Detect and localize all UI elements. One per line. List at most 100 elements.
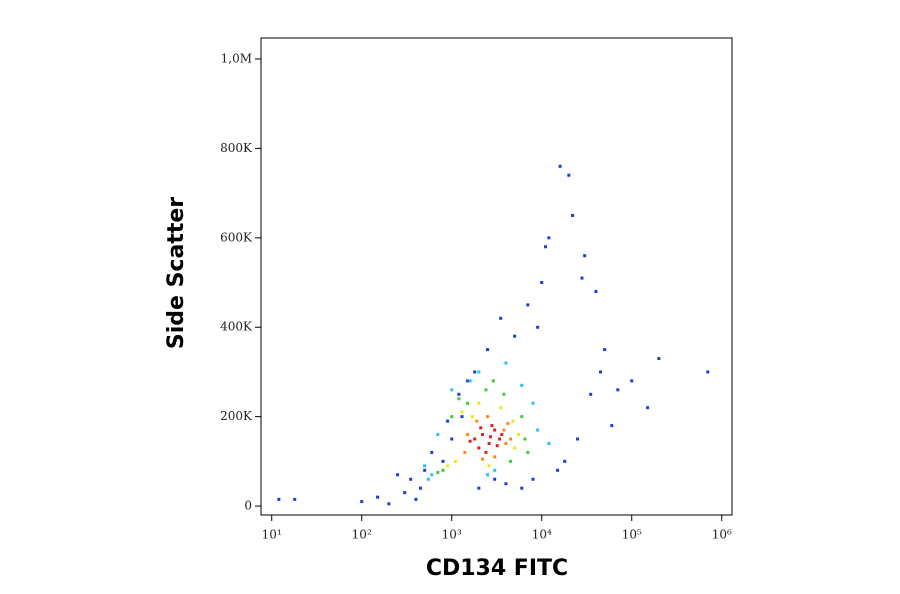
dot	[520, 415, 524, 419]
dot	[499, 406, 503, 410]
dot	[489, 435, 493, 439]
dot	[481, 457, 485, 461]
dot	[520, 383, 524, 387]
dot	[520, 486, 524, 490]
dot	[630, 379, 634, 383]
dot	[460, 415, 464, 419]
dot	[487, 464, 491, 468]
dot	[491, 379, 495, 383]
dot	[506, 421, 510, 425]
dot	[376, 495, 380, 499]
dot	[487, 441, 491, 445]
dot	[360, 500, 364, 504]
dot	[531, 477, 535, 481]
dot	[504, 482, 508, 486]
y-tick-label: 200K	[220, 409, 253, 423]
dot	[580, 276, 584, 280]
dot	[436, 471, 440, 475]
dot	[450, 388, 454, 392]
dot	[536, 325, 540, 329]
dot	[594, 289, 598, 293]
dot	[450, 415, 454, 419]
dot	[495, 444, 499, 448]
y-tick-label: 600K	[220, 230, 253, 244]
dot	[423, 468, 427, 472]
dot	[599, 370, 603, 374]
dot	[479, 426, 483, 430]
dot	[426, 477, 430, 481]
dot	[556, 468, 560, 472]
dot	[477, 446, 481, 450]
dot	[490, 424, 494, 428]
dot	[387, 502, 391, 506]
dot	[486, 415, 490, 419]
dot	[706, 370, 710, 374]
dot	[419, 486, 423, 490]
dot	[543, 245, 547, 249]
dot	[409, 477, 413, 481]
dot	[466, 379, 470, 383]
dot	[446, 464, 450, 468]
dot	[403, 491, 407, 495]
dot	[531, 401, 535, 405]
dot	[396, 473, 400, 477]
x-tick-label: 10⁴	[532, 528, 552, 542]
dot	[547, 441, 551, 445]
y-tick-label: 0	[244, 499, 252, 513]
x-axis-label: CD134 FITC	[426, 556, 568, 581]
dot	[509, 459, 513, 463]
dot	[477, 401, 481, 405]
y-tick-label: 1,0M	[221, 52, 252, 66]
dot	[293, 497, 297, 501]
dot	[498, 437, 502, 441]
dot	[430, 450, 434, 454]
dot	[493, 468, 497, 472]
dot	[576, 437, 580, 441]
dot	[571, 213, 575, 217]
dot	[567, 173, 571, 177]
dot	[523, 437, 527, 441]
dot	[466, 433, 470, 437]
dot	[414, 497, 418, 501]
dot	[475, 419, 479, 423]
dot	[430, 473, 434, 477]
dot	[583, 254, 587, 258]
dot	[509, 437, 513, 441]
dot	[526, 450, 530, 454]
dot	[470, 415, 474, 419]
dot	[468, 379, 472, 383]
dot	[500, 433, 504, 437]
dot	[493, 455, 497, 459]
x-tick-label: 10⁵	[622, 528, 642, 542]
dot	[466, 401, 470, 405]
dot	[473, 370, 477, 374]
dot	[504, 441, 508, 445]
dot	[493, 477, 497, 481]
dot	[460, 410, 464, 414]
dot	[486, 473, 490, 477]
dot	[450, 437, 454, 441]
dot	[646, 406, 650, 410]
dot	[481, 433, 485, 437]
dot	[610, 424, 614, 428]
dot	[563, 459, 567, 463]
dot	[277, 497, 281, 501]
x-tick-label: 10³	[442, 528, 462, 542]
dot	[457, 397, 461, 401]
x-tick-label: 10²	[352, 528, 372, 542]
x-tick-label: 10¹	[262, 528, 282, 542]
dot	[526, 303, 530, 307]
dot	[540, 281, 544, 285]
dot	[441, 468, 445, 472]
x-tick-label: 10⁶	[712, 528, 732, 542]
dot	[441, 459, 445, 463]
dot	[468, 439, 472, 443]
dot	[457, 392, 461, 396]
dot	[463, 450, 467, 454]
dot	[453, 459, 457, 463]
dot	[603, 348, 607, 352]
y-tick-label: 400K	[220, 320, 253, 334]
dot	[502, 392, 506, 396]
dot	[493, 428, 497, 432]
